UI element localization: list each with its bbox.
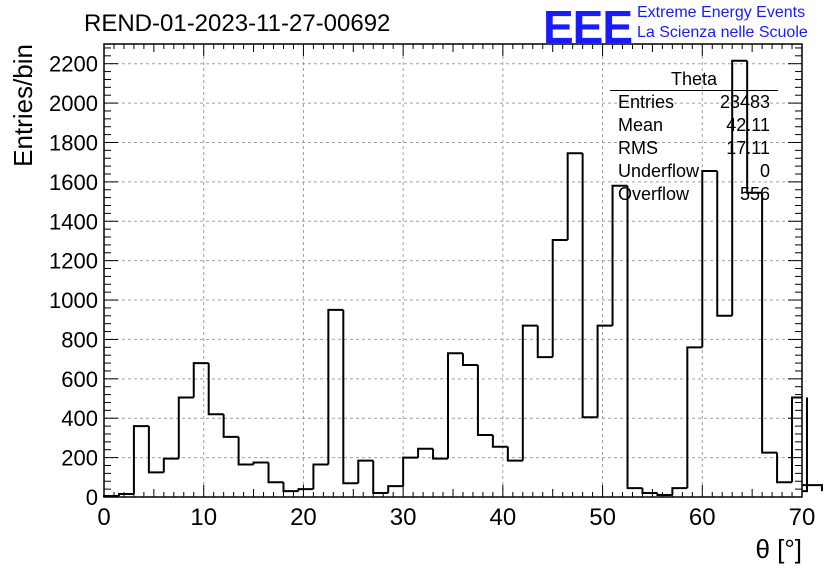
histogram-bin xyxy=(802,397,808,493)
y-tick-label: 200 xyxy=(61,446,98,471)
histogram-bin xyxy=(716,171,733,317)
x-tick-label: 70 xyxy=(789,504,816,531)
histogram-bin xyxy=(447,352,463,459)
histogram-bin xyxy=(461,353,478,367)
logo-line-2: La Scienza nelle Scuole xyxy=(637,24,808,41)
y-axis-label: Entries/bin xyxy=(8,44,38,167)
histogram-bin xyxy=(611,184,628,326)
histogram-bin xyxy=(237,436,254,466)
histogram-bin xyxy=(656,493,673,497)
histogram-bin xyxy=(132,425,149,495)
histogram-bin xyxy=(297,488,314,492)
histogram-bin xyxy=(372,460,389,495)
histogram-bin xyxy=(626,185,643,490)
histogram-bin xyxy=(521,324,538,461)
y-tick-label: 1600 xyxy=(49,170,98,195)
histogram-bin xyxy=(491,434,508,448)
stats-row-mean: Mean 42.11 xyxy=(610,114,778,137)
histogram-bin xyxy=(267,462,284,484)
histogram-bin xyxy=(402,456,419,487)
histogram-bin xyxy=(222,414,239,438)
y-tick-label: 1200 xyxy=(49,249,98,274)
histogram-bin xyxy=(342,309,359,485)
y-tick-label: 2000 xyxy=(49,91,98,116)
histogram-bin xyxy=(192,362,209,398)
histogram-bin xyxy=(177,396,194,459)
stats-value: 0 xyxy=(759,161,770,181)
histogram-bin xyxy=(761,192,778,454)
histogram-bin xyxy=(327,308,344,465)
x-tick-label: 0 xyxy=(97,504,110,531)
stats-label: Underflow xyxy=(618,161,700,181)
y-tick-label: 600 xyxy=(61,367,98,392)
histogram-bin xyxy=(252,461,269,465)
histogram-bin xyxy=(357,459,374,484)
y-tick-label: 1400 xyxy=(49,209,98,234)
logo-line-1: Extreme Energy Events xyxy=(637,4,806,21)
histogram-bin xyxy=(476,365,493,436)
histogram-bin xyxy=(282,482,299,493)
x-tick-label: 40 xyxy=(490,504,517,531)
histogram-bin xyxy=(791,396,802,483)
x-tick-label: 60 xyxy=(689,504,716,531)
histogram-bin xyxy=(162,457,179,473)
stats-label: Mean xyxy=(618,115,664,135)
histogram-bin xyxy=(686,346,703,489)
histogram-bin xyxy=(312,463,329,490)
histogram-bin xyxy=(147,426,164,474)
y-tick-label: 800 xyxy=(61,327,98,352)
histogram-bin xyxy=(536,325,553,359)
x-tick-label: 50 xyxy=(589,504,616,531)
stats-value: 42.11 xyxy=(726,115,770,135)
histogram-bin xyxy=(802,484,823,492)
run-title: REND-01-2023-11-27-00692 xyxy=(84,10,391,37)
stats-label: Overflow xyxy=(618,184,690,204)
histogram-bin xyxy=(417,447,434,458)
histogram-bin xyxy=(641,488,658,495)
histogram-bin xyxy=(506,446,523,462)
stats-row-overflow: Overflow 556 xyxy=(610,183,778,206)
stats-row-rms: RMS 17.11 xyxy=(610,137,778,160)
eee-logo: EEE xyxy=(543,1,633,53)
stats-title: Theta xyxy=(610,68,778,91)
y-tick-label: 0 xyxy=(86,485,98,510)
y-tick-label: 1800 xyxy=(49,130,98,155)
histogram-bin xyxy=(432,448,449,460)
stats-value: 556 xyxy=(739,184,770,204)
histogram-bin xyxy=(731,59,748,316)
stats-value: 17.11 xyxy=(726,138,770,158)
stats-row-entries: Entries 23483 xyxy=(610,91,778,114)
histogram-bin xyxy=(581,153,598,419)
x-tick-label: 20 xyxy=(290,504,317,531)
y-tick-label: 2200 xyxy=(49,52,98,77)
x-tick-label: 10 xyxy=(190,504,217,531)
histogram-bin xyxy=(671,487,688,496)
stats-row-underflow: Underflow 0 xyxy=(610,160,778,183)
histogram-bin xyxy=(746,60,763,194)
stats-value: 23483 xyxy=(719,92,770,112)
histogram-bin xyxy=(551,238,568,358)
histogram-bin xyxy=(776,452,793,484)
histogram-bin xyxy=(596,324,613,418)
y-tick-label: 400 xyxy=(61,406,98,431)
histogram-bin xyxy=(207,363,224,416)
x-axis-label: θ [°] xyxy=(755,534,802,564)
histogram-bin xyxy=(387,485,404,494)
stats-label: Entries xyxy=(618,92,675,112)
histogram-bin xyxy=(117,493,134,497)
stats-label: RMS xyxy=(618,138,658,158)
histogram-bin xyxy=(701,170,718,348)
stats-box: Theta Entries 23483 Mean 42.11 RMS 17.11 Under… xyxy=(610,68,778,206)
histogram-bin xyxy=(566,152,583,240)
x-tick-label: 30 xyxy=(390,504,417,531)
y-tick-label: 1000 xyxy=(49,288,98,313)
